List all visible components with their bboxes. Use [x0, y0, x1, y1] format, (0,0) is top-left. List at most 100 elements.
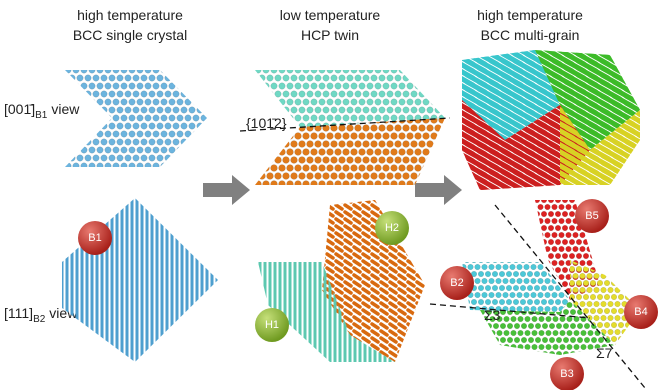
atom [555, 253, 561, 259]
atom [89, 99, 95, 105]
atom-column [318, 212, 324, 216]
atom [604, 280, 610, 286]
atom-column [327, 226, 333, 230]
atom [443, 75, 449, 81]
atom [493, 323, 499, 329]
atom [263, 99, 269, 105]
direction: [111] [4, 305, 33, 321]
atom [327, 99, 333, 105]
atom [295, 67, 301, 73]
atom [584, 323, 590, 329]
atom [527, 285, 533, 291]
atom-column [626, 61, 644, 71]
atom [601, 273, 607, 279]
atom [367, 133, 374, 140]
atom-column [327, 261, 333, 265]
atom [299, 91, 305, 97]
atom [205, 75, 211, 81]
atom [105, 147, 111, 153]
atom [504, 344, 510, 350]
atom-column [399, 352, 405, 356]
atom [351, 133, 358, 140]
atom [295, 149, 302, 156]
atom [559, 274, 565, 280]
grain-label: B3 [560, 368, 573, 380]
atom [343, 181, 350, 188]
atom [391, 165, 398, 172]
atom [347, 141, 354, 148]
subscript: B2 [33, 314, 46, 325]
atom [133, 75, 139, 81]
atom-column [390, 324, 396, 328]
atom [411, 141, 418, 148]
atom-column [417, 219, 423, 223]
atom [137, 83, 143, 89]
atom [57, 147, 63, 153]
atom [524, 264, 530, 270]
atom-column [345, 198, 351, 202]
atom [478, 271, 484, 277]
atom [81, 163, 87, 169]
atom [359, 165, 366, 172]
atom [588, 330, 594, 336]
atom [109, 155, 115, 161]
atom [247, 165, 254, 172]
atom [625, 252, 631, 258]
atom [161, 83, 167, 89]
atom [528, 351, 534, 357]
atom-column [336, 289, 342, 293]
atom-column [345, 282, 351, 286]
atom [363, 173, 370, 180]
atom [303, 165, 310, 172]
atom [339, 157, 346, 164]
atom [541, 225, 547, 231]
atom [331, 107, 337, 113]
atom [566, 204, 572, 210]
atom-column [408, 198, 414, 202]
atom [271, 165, 278, 172]
atom-column [345, 275, 351, 279]
atom [562, 239, 568, 245]
atom [77, 139, 83, 145]
atom [503, 278, 509, 284]
atom-column [555, 184, 573, 194]
atom [165, 139, 171, 145]
atom-column [372, 338, 378, 342]
atom-column [417, 282, 423, 286]
atom [549, 351, 555, 357]
atom-column [639, 163, 657, 173]
atom [618, 322, 624, 328]
atom [534, 197, 540, 203]
atom [205, 107, 211, 113]
atom-column [390, 268, 396, 272]
atom-column [372, 198, 378, 202]
atom [263, 133, 270, 140]
atom [562, 267, 568, 273]
atom [632, 252, 638, 258]
atom [615, 273, 621, 279]
atom [275, 157, 282, 164]
atom [351, 83, 357, 89]
atom [639, 280, 645, 286]
grain-label: B4 [634, 306, 647, 318]
atom [475, 278, 481, 284]
atom [181, 139, 187, 145]
atom [618, 280, 624, 286]
atom [161, 163, 167, 169]
atom [383, 83, 389, 89]
atom [311, 133, 318, 140]
atom [403, 107, 409, 113]
atom-column [318, 233, 324, 237]
atom [435, 75, 441, 81]
atom-column [390, 247, 396, 251]
atom-column [363, 219, 369, 223]
atom [506, 257, 512, 263]
atom-column [363, 275, 369, 279]
atom [597, 253, 603, 259]
atom [471, 299, 477, 305]
atom [591, 337, 597, 343]
atom [85, 155, 91, 161]
atom [197, 139, 203, 145]
atom [247, 99, 253, 105]
atom-column [408, 268, 414, 272]
